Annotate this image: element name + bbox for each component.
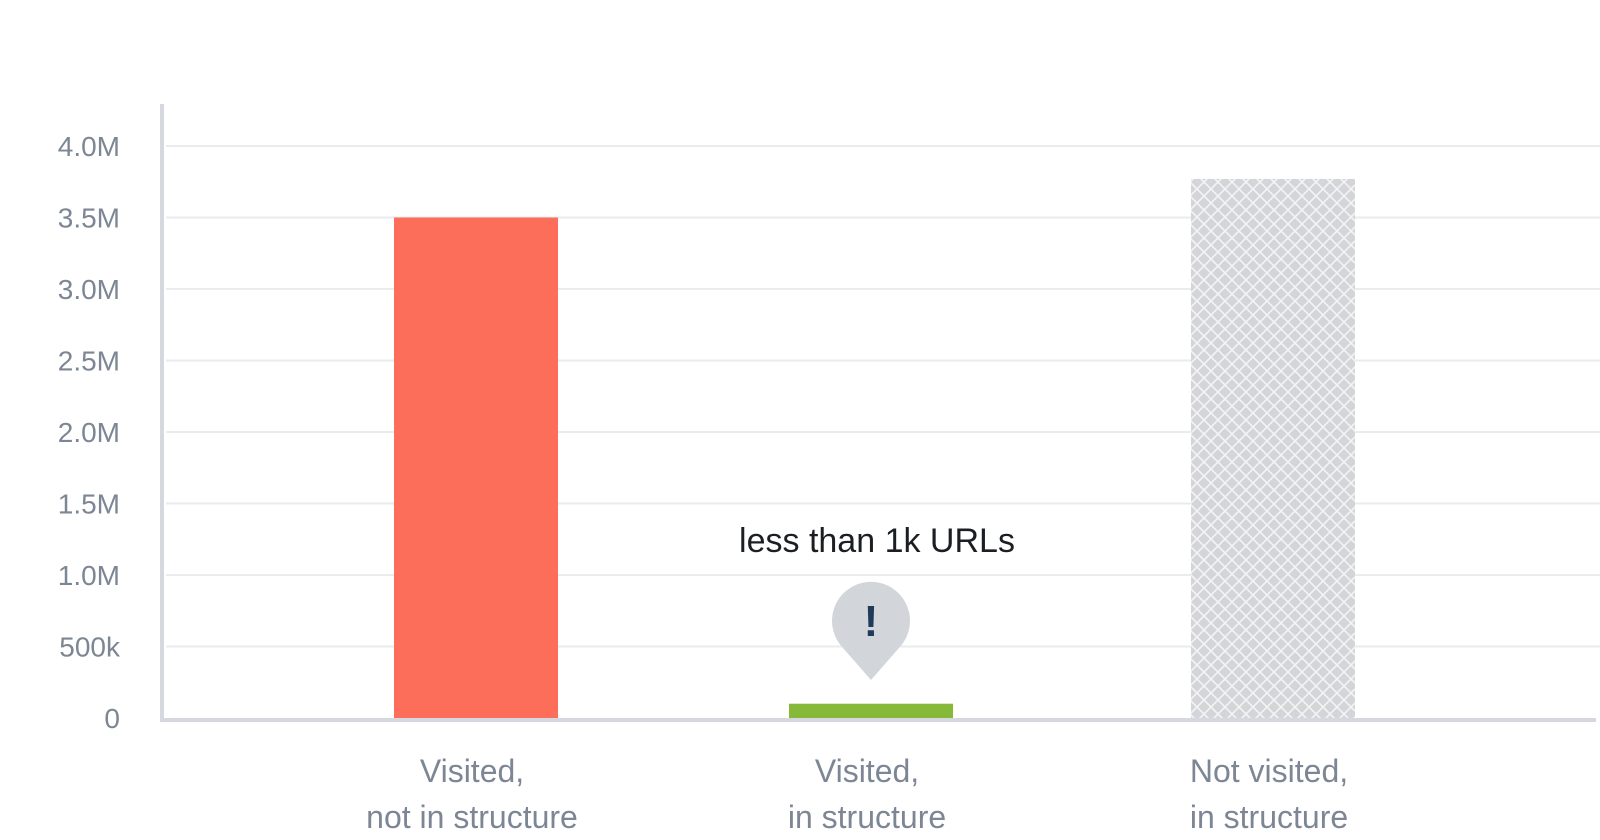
exclamation-pin-icon: !: [832, 581, 911, 680]
x-tick-label: Not visited, in structure: [1190, 753, 1348, 835]
y-tick-label: 2.5M: [58, 346, 120, 377]
x-tick-label: Visited, in structure: [788, 753, 946, 835]
y-tick-label: 3.5M: [58, 203, 120, 234]
y-tick-label: 500k: [59, 632, 121, 663]
x-tick-label-line: Not visited,: [1190, 753, 1348, 789]
x-tick-label: Visited, not in structure: [366, 753, 578, 835]
x-tick-label-line: Visited,: [815, 753, 919, 789]
exclamation-glyph: !: [864, 597, 879, 646]
annotation: less than 1k URLs!: [739, 522, 1015, 680]
x-tick-label-line: in structure: [788, 799, 946, 835]
pin-shape: [832, 581, 911, 680]
x-tick-label-line: in structure: [1190, 799, 1348, 835]
bar: [789, 703, 953, 718]
y-tick-label: 1.5M: [58, 489, 120, 520]
y-tick-label: 4.0M: [58, 131, 120, 162]
bar: [1191, 178, 1355, 718]
y-tick-label: 1.0M: [58, 560, 120, 591]
x-tick-label-line: not in structure: [366, 799, 578, 835]
y-tick-label: 0: [104, 703, 120, 734]
y-tick-label: 3.0M: [58, 274, 120, 305]
x-axis-labels: Visited, not in structure Visited, in struc…: [366, 753, 1348, 835]
annotation-text: less than 1k URLs: [739, 522, 1015, 560]
y-axis-ticks: 0 500k 1.0M 1.5M 2.0M 2.5M 3.0M 3.5M 4.0M: [58, 131, 121, 734]
gridlines: [166, 145, 1600, 648]
bar: [394, 217, 558, 718]
x-tick-label-line: Visited,: [420, 753, 524, 789]
y-tick-label: 2.0M: [58, 417, 120, 448]
axes: [160, 104, 1596, 722]
bars: [394, 178, 1355, 718]
